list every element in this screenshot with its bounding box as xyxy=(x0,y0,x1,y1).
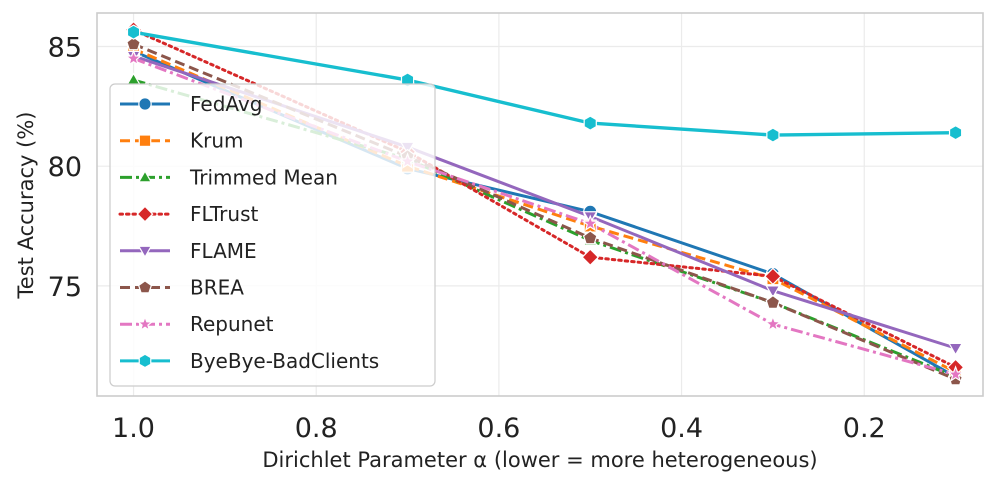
y-ticks: 75 80 85 xyxy=(48,33,82,303)
data-point-repunet xyxy=(124,49,143,66)
data-point-repunet xyxy=(764,315,782,332)
legend-marker-flame xyxy=(137,245,153,259)
legend-label-fedavg: FedAvg xyxy=(190,92,262,116)
x-tick-label: 0.4 xyxy=(660,413,703,444)
legend-label-brea: BREA xyxy=(190,276,244,300)
legend: FedAvg Krum Trimmed Mean FLTrust FLAME BREA Re… xyxy=(109,83,436,387)
legend-label-byebye-badclients: ByeBye-BadClients xyxy=(190,349,379,373)
data-point-fltrust xyxy=(581,248,600,267)
y-tick-label: 80 xyxy=(48,152,82,183)
data-point-repunet xyxy=(581,214,599,232)
legend-marker-trimmed-mean xyxy=(137,170,153,183)
x-axis-label: Dirichlet Parameter α (lower = more hete… xyxy=(262,448,817,472)
y-tick-label: 85 xyxy=(48,33,82,64)
x-ticks: 1.0 0.8 0.6 0.4 0.2 xyxy=(112,413,886,444)
legend-marker-fltrust xyxy=(136,205,154,223)
legend-marker-repunet xyxy=(136,315,154,332)
data-point-fltrust xyxy=(764,267,782,286)
x-tick-label: 0.6 xyxy=(477,413,520,444)
legend-label-trimmed-mean: Trimmed Mean xyxy=(189,165,338,189)
data-point-repunet xyxy=(946,365,965,382)
data-point-byebye-badclients xyxy=(126,24,141,40)
data-point-flame xyxy=(948,342,964,356)
legend-marker-brea xyxy=(137,280,153,294)
data-point-byebye-badclients xyxy=(766,127,780,143)
data-point-flame xyxy=(765,285,781,299)
x-tick-label: 1.0 xyxy=(112,413,155,444)
legend-label-krum: Krum xyxy=(190,129,244,153)
legend-box xyxy=(109,83,436,387)
y-axis-label: Test Accuracy (%) xyxy=(14,112,38,300)
data-point-brea xyxy=(582,230,598,245)
legend-label-fltrust: FLTrust xyxy=(190,202,258,226)
legend-marker-byebye-badclients xyxy=(138,353,152,369)
plot-frame xyxy=(96,12,984,397)
data-point-byebye-badclients xyxy=(948,124,963,141)
data-point-byebye-badclients xyxy=(583,115,597,131)
legend-marker-fedavg xyxy=(138,97,152,111)
x-tick-label: 0.2 xyxy=(843,413,886,444)
x-tick-label: 0.8 xyxy=(295,413,338,444)
legend-label-flame: FLAME xyxy=(190,239,257,263)
legend-label-repunet: Repunet xyxy=(190,312,274,336)
y-tick-label: 75 xyxy=(48,272,82,303)
data-point-brea xyxy=(765,294,781,309)
legend-marker-krum xyxy=(138,134,152,147)
